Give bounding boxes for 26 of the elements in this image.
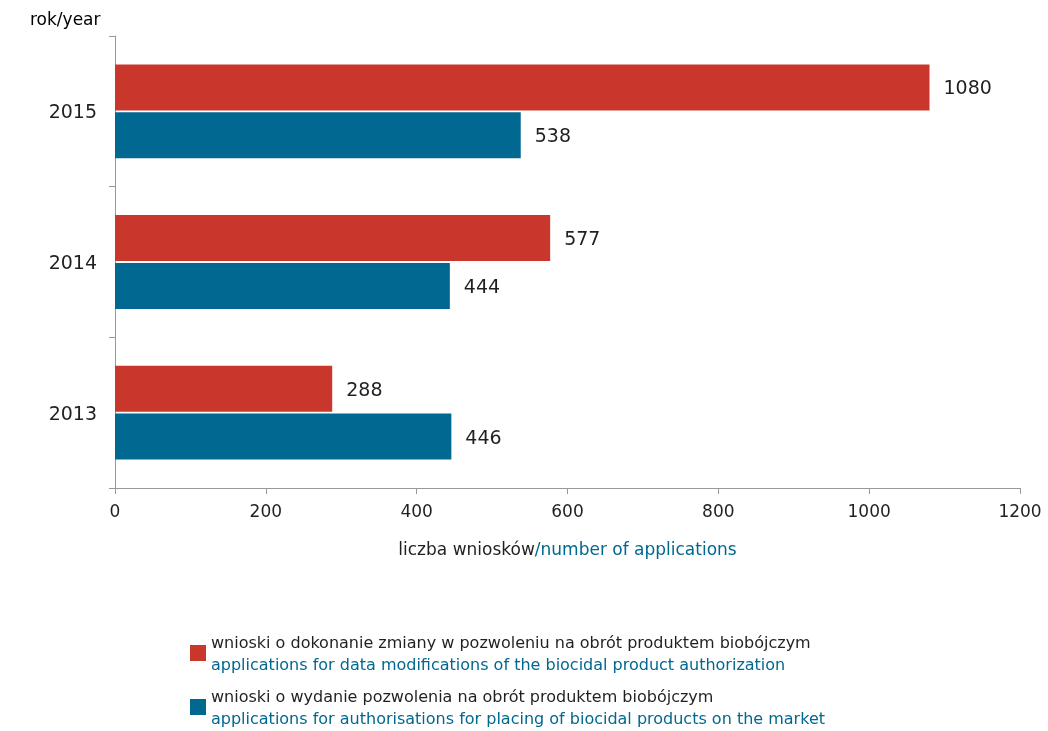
data-label: 1080 — [943, 76, 992, 99]
bar — [115, 112, 521, 159]
x-axis-title: liczba wniosków/number of applications — [398, 538, 737, 559]
x-tick-label: 800 — [702, 500, 735, 521]
y-tick-label: 2014 — [48, 251, 97, 273]
bar — [115, 64, 930, 111]
legend-label: wnioski o wydanie pozwolenia na obrót produktem biobójczym applications for authorisations for placing of biocidal products on the market — [211, 686, 825, 728]
x-tick-label: 1000 — [847, 500, 891, 521]
x-tick-label: 200 — [249, 500, 283, 521]
x-tick-label: 0 — [109, 500, 121, 521]
data-label: 538 — [534, 124, 572, 147]
bar — [115, 215, 551, 262]
bar — [115, 262, 450, 309]
y-tick-label: 2013 — [48, 401, 97, 424]
data-label: 446 — [465, 425, 502, 448]
bar — [115, 413, 452, 460]
data-label: 444 — [463, 274, 501, 297]
data-label: 577 — [564, 227, 601, 250]
x-tick-label: 600 — [551, 500, 584, 521]
y-axis-title: rok/year — [30, 8, 101, 29]
data-label: 288 — [346, 377, 383, 400]
x-tick-label: 400 — [400, 500, 433, 521]
x-tick-label: 1200 — [998, 500, 1042, 521]
bar — [115, 365, 333, 412]
y-tick-label: 2015 — [48, 100, 97, 123]
legend-label: wnioski o dokonanie zmiany w pozwoleniu na obrót produktem biobójczym applications for data modifications of the biocidal product authorization — [211, 632, 811, 674]
